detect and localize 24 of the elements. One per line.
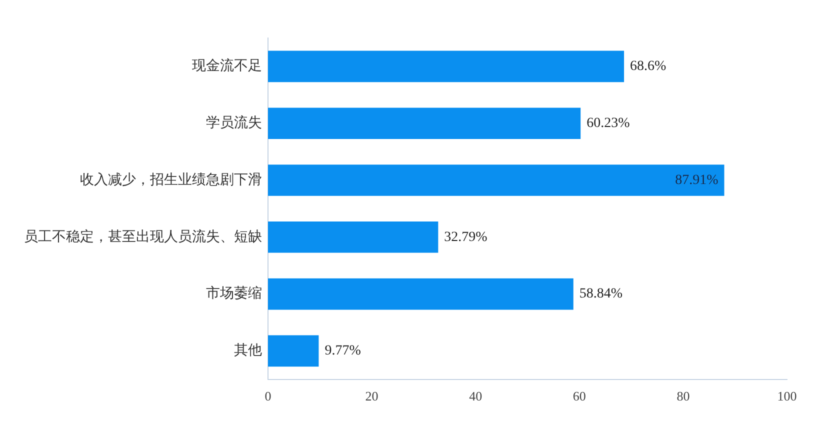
y-tick-label: 现金流不足	[192, 58, 262, 74]
data-label: 9.77%	[324, 344, 362, 359]
x-tick-label: 40	[469, 388, 482, 404]
bar	[268, 108, 581, 139]
y-tick-label: 学员流失	[206, 114, 262, 131]
y-tick-label: 市场萎缩	[206, 286, 262, 302]
data-label: 58.84%	[579, 286, 623, 302]
y-tick-label: 其他	[234, 342, 262, 359]
bar	[268, 50, 624, 82]
bar	[268, 278, 574, 310]
x-tick-label: 0	[264, 388, 272, 404]
bar	[268, 222, 438, 253]
bar	[268, 164, 724, 196]
x-tick-label: 100	[777, 388, 797, 404]
x-tick-label: 80	[676, 388, 690, 404]
x-tick-label: 60	[572, 388, 586, 404]
y-tick-label: 收入减少，招生业绩急剧下滑	[80, 172, 262, 188]
data-label: 60.23%	[586, 116, 630, 132]
x-tick-label: 20	[365, 388, 378, 404]
data-label: 32.79%	[444, 230, 488, 245]
bar	[268, 335, 319, 367]
data-label: 68.6%	[630, 59, 667, 74]
data-label: 87.91%	[675, 172, 719, 188]
y-tick-label: 员工不稳定，甚至出现人员流失、短缺	[24, 228, 262, 245]
